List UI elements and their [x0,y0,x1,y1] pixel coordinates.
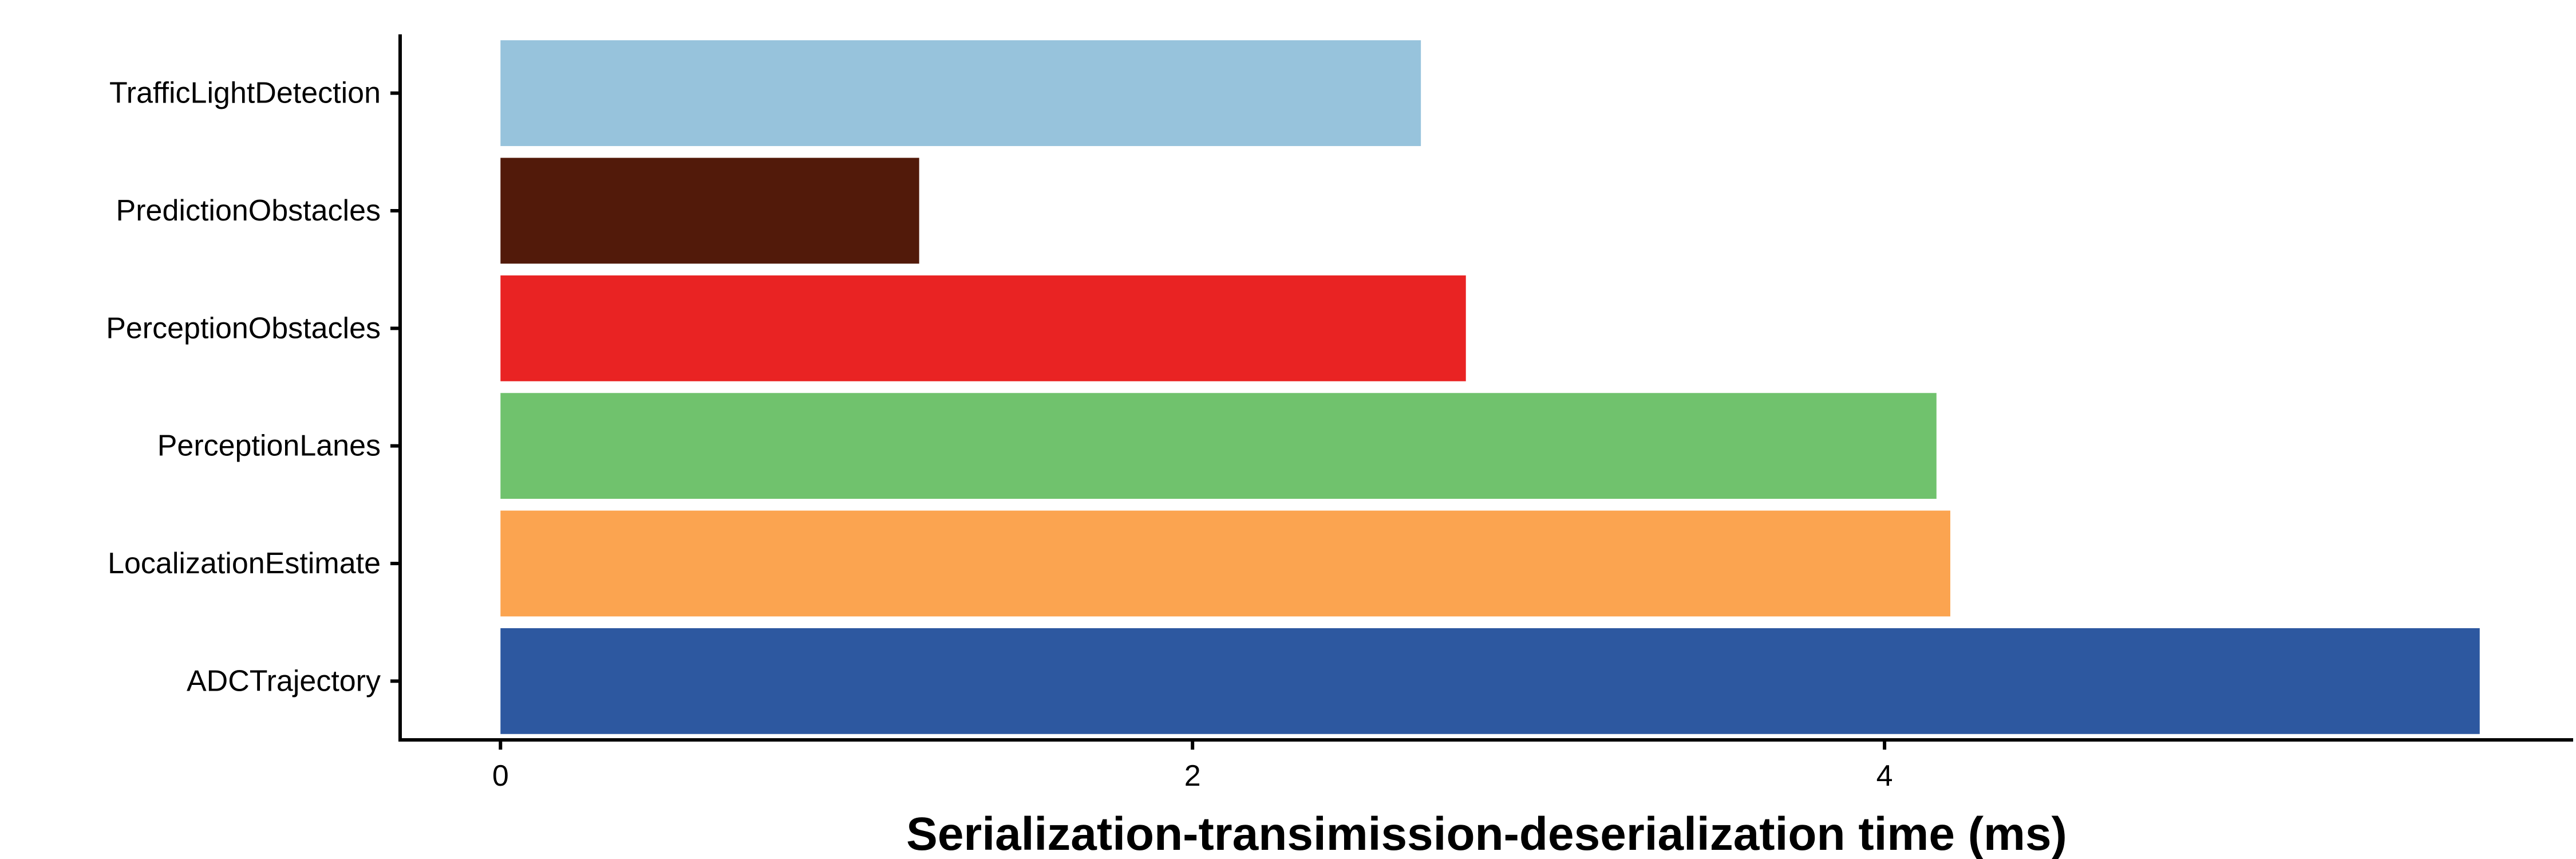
x-tick-label-4: 4 [1876,759,1893,793]
x-tick-labels: 0 2 4 [492,759,1893,793]
y-tick-label-traffic-light-detection: TrafficLightDetection [109,77,381,110]
y-tick-label-prediction-obstacles: PredictionObstacles [116,194,381,227]
y-axis [390,34,402,741]
y-tick-label-localization-estimate: LocalizationEstimate [108,547,381,580]
x-tick-label-2: 2 [1184,759,1201,793]
bars-group [500,40,2480,734]
x-tick-label-0: 0 [492,759,509,793]
bar-adctrajectory [500,628,2480,734]
bar-perception-lanes [500,393,1937,499]
bar-localization-estimate [500,510,1950,617]
x-axis [398,738,2573,750]
y-tick-label-perception-obstacles: PerceptionObstacles [106,312,381,345]
y-tick-label-perception-lanes: PerceptionLanes [157,430,381,463]
y-tick-label-adctrajectory: ADCTrajectory [187,664,381,698]
bar-perception-obstacles [500,275,1466,381]
x-axis-title: Serialization-transimission-deserializat… [906,808,2067,859]
bar-traffic-light-detection [500,40,1421,147]
bar-prediction-obstacles [500,157,919,264]
y-tick-labels: TrafficLightDetection PredictionObstacles… [106,77,381,698]
